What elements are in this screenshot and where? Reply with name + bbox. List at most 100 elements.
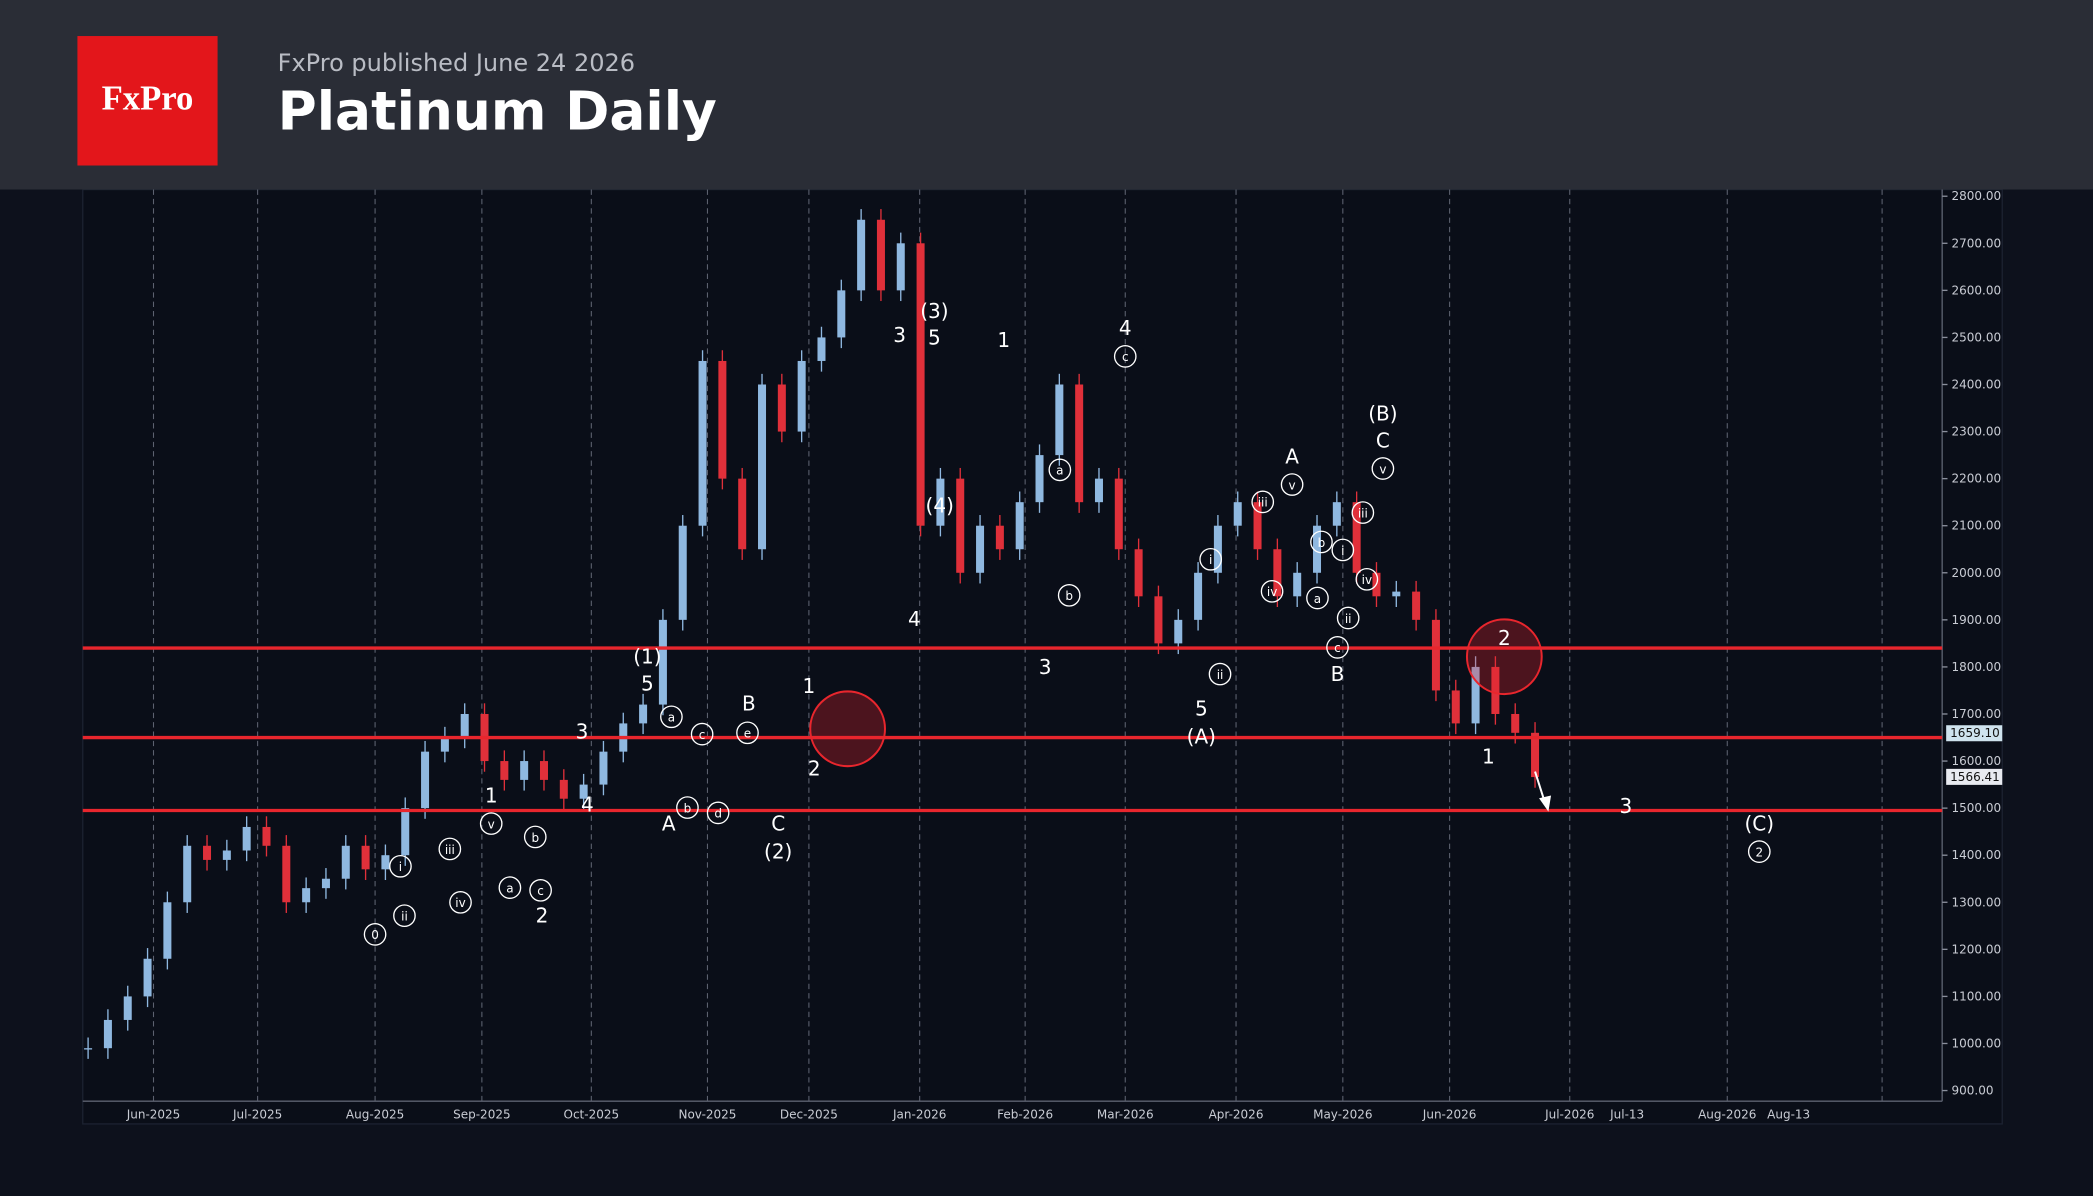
wave-label: iii [1358, 506, 1368, 520]
x-tick-label: Jun-2026 [1422, 1108, 1477, 1122]
candle [1194, 572, 1203, 620]
candle [381, 855, 390, 870]
wave-label: 0 [371, 928, 379, 942]
candle [1015, 502, 1024, 550]
candle [1094, 478, 1103, 503]
candle [857, 219, 866, 291]
price-label-box [1946, 768, 2003, 785]
wave-label: 1 [803, 674, 816, 698]
wave-label: 5 [641, 671, 654, 695]
wave-label-circle [1280, 473, 1304, 496]
logo-text: FxPro [102, 78, 194, 117]
x-tick-label: Feb-2026 [997, 1108, 1053, 1122]
candle [698, 360, 707, 526]
y-tick-label: 2400.00 [1952, 378, 2002, 392]
wave-label-circle [1260, 579, 1284, 603]
wave-label: (1) [633, 645, 661, 669]
y-tick-label: 2000.00 [1952, 566, 2002, 580]
candle [1134, 549, 1143, 597]
wave-label-circle [660, 705, 683, 729]
wave-label-circle [736, 721, 759, 745]
y-tick-label: 2700.00 [1952, 236, 2002, 250]
candle [1431, 619, 1440, 691]
wave-label: C [771, 811, 785, 835]
candle [1174, 619, 1183, 644]
candle [718, 360, 727, 479]
wave-label-circle [1326, 636, 1349, 659]
wave-label-circle [529, 878, 552, 902]
candle [777, 384, 786, 432]
wave-label-circle [1355, 567, 1379, 591]
candle [1055, 384, 1064, 456]
candle [876, 219, 885, 291]
x-tick-label: Oct-2025 [564, 1108, 620, 1122]
candle [1352, 502, 1361, 573]
x-tick-label: Apr-2026 [1209, 1108, 1264, 1122]
candle [460, 713, 469, 738]
wave-label: 2 [808, 757, 821, 781]
wave-label: e [744, 727, 751, 741]
candle [936, 478, 945, 526]
wave-label: 3 [1039, 655, 1052, 679]
y-tick-label: 2100.00 [1952, 519, 2002, 533]
wave-label: b [1318, 536, 1326, 550]
wave-label: 3 [893, 323, 906, 347]
candle [559, 779, 568, 799]
x-tick-label: Aug-2026 [1698, 1108, 1756, 1122]
x-tick-label: May-2026 [1313, 1108, 1372, 1122]
wave-label: A [1285, 444, 1299, 468]
y-tick-label: 2300.00 [1952, 425, 2002, 439]
candle [599, 751, 608, 785]
plot-area [82, 188, 2003, 1125]
candle [658, 619, 667, 705]
candle [1253, 502, 1262, 550]
plot: Jun-2025 Jul-2025 Aug-2025 Sep-2025 Oct-2025… [82, 189, 2003, 1122]
highlight-circle [809, 690, 886, 768]
wave-label: b [531, 831, 539, 845]
wave-label: 4 [908, 607, 921, 631]
wave-label: iv [455, 896, 465, 910]
wave-label: 5 [928, 326, 941, 350]
wave-label-circle [1747, 840, 1771, 863]
wave-label-circle [1048, 458, 1072, 482]
wave-label-circle [1306, 586, 1329, 610]
y-tick-label: 2600.00 [1952, 283, 2002, 297]
candle [1451, 690, 1460, 724]
wave-label: (B) [1368, 402, 1397, 426]
wave-label: 2 [1755, 845, 1763, 859]
wave-label: c [537, 884, 544, 898]
wave-label: 5 [1195, 697, 1208, 721]
candle [837, 290, 846, 338]
candle [1075, 384, 1084, 503]
wave-label-circle [393, 904, 416, 928]
candle [143, 958, 152, 997]
wave-label: i [1209, 553, 1212, 567]
wave-label: B [742, 691, 756, 715]
candle [183, 845, 192, 903]
wave-label-circle [706, 801, 730, 825]
candle [440, 737, 449, 752]
wave-label-circle [690, 722, 714, 746]
arrow-head [1539, 795, 1552, 812]
candle [361, 845, 370, 870]
x-tick-label: Mar-2026 [1097, 1108, 1154, 1122]
x-tick-label: Jul-2025 [232, 1108, 282, 1122]
wave-label: ii [1217, 668, 1224, 682]
price-label: 1659.10 [1950, 726, 2000, 740]
wave-label-circle [1331, 538, 1355, 562]
candle [500, 761, 509, 780]
candle [421, 751, 430, 809]
x-tick-label: Jul-13 [1609, 1108, 1644, 1122]
wave-label: iv [1362, 573, 1372, 587]
candle [203, 845, 212, 860]
price-label-box [1946, 725, 2003, 742]
y-tick-label: 2800.00 [1952, 189, 2002, 203]
candle [1392, 591, 1401, 597]
y-tick-label: 1100.00 [1952, 989, 2002, 1003]
candle [1511, 713, 1520, 733]
y-tick-label: 1300.00 [1952, 895, 2002, 909]
candle [539, 761, 548, 780]
wave-label-circle [1199, 547, 1223, 571]
price-label: 1566.41 [1950, 770, 2000, 784]
arrow [1534, 771, 1546, 802]
